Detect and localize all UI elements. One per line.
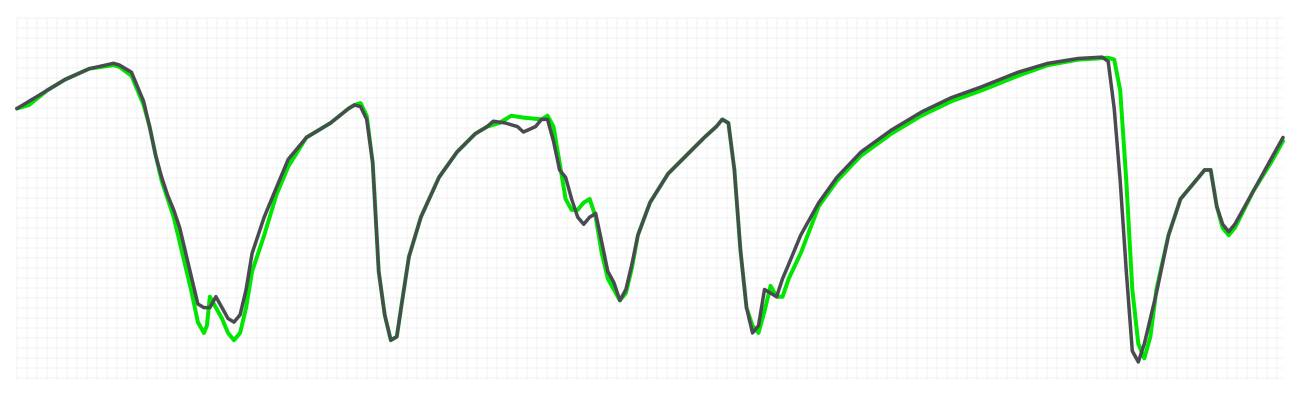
series-line-2: [15, 55, 1285, 364]
chart-series-layer: [15, 55, 1285, 364]
series-line-1: [15, 55, 1285, 361]
